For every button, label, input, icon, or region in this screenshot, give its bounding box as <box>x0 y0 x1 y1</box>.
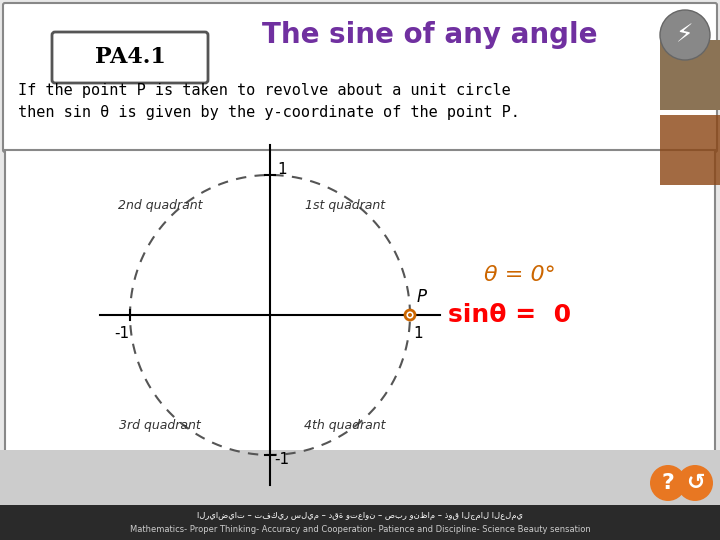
Text: If the point P is taken to revolve about a unit circle: If the point P is taken to revolve about… <box>18 83 510 98</box>
Text: ⚡: ⚡ <box>676 23 694 47</box>
Text: P: P <box>417 288 427 306</box>
Text: 2nd quadrant: 2nd quadrant <box>118 199 202 212</box>
Text: ↺: ↺ <box>685 473 704 493</box>
FancyBboxPatch shape <box>5 150 715 470</box>
Circle shape <box>650 465 686 501</box>
Text: 1: 1 <box>413 326 423 341</box>
Bar <box>660 40 720 110</box>
Text: -1: -1 <box>114 326 130 341</box>
Text: 3rd quadrant: 3rd quadrant <box>119 418 201 431</box>
FancyBboxPatch shape <box>3 3 717 152</box>
Text: ?: ? <box>662 473 675 493</box>
Text: PA4.1: PA4.1 <box>94 46 166 68</box>
FancyBboxPatch shape <box>52 32 208 83</box>
Text: Mathematics- Proper Thinking- Accuracy and Cooperation- Patience and Discipline-: Mathematics- Proper Thinking- Accuracy a… <box>130 525 590 535</box>
Bar <box>0 505 720 540</box>
Text: The sine of any angle: The sine of any angle <box>262 21 598 49</box>
Text: الرياضيات – تفكير سليم – دقة وتعاون – صبر ونظام – ذوق الجمال العلمي: الرياضيات – تفكير سليم – دقة وتعاون – صب… <box>197 510 523 519</box>
Text: θ = 0°: θ = 0° <box>484 265 556 285</box>
Bar <box>660 115 720 185</box>
Circle shape <box>408 313 412 317</box>
Text: sinθ =  0: sinθ = 0 <box>449 303 572 327</box>
Bar <box>0 450 720 505</box>
Text: 4th quadrant: 4th quadrant <box>305 418 386 431</box>
Circle shape <box>405 310 415 320</box>
Circle shape <box>660 10 710 60</box>
Circle shape <box>677 465 713 501</box>
Text: then sin θ is given by the y-coordinate of the point P.: then sin θ is given by the y-coordinate … <box>18 105 520 120</box>
Text: -1: -1 <box>274 453 289 468</box>
Text: 1st quadrant: 1st quadrant <box>305 199 385 212</box>
Text: 1: 1 <box>277 163 287 178</box>
